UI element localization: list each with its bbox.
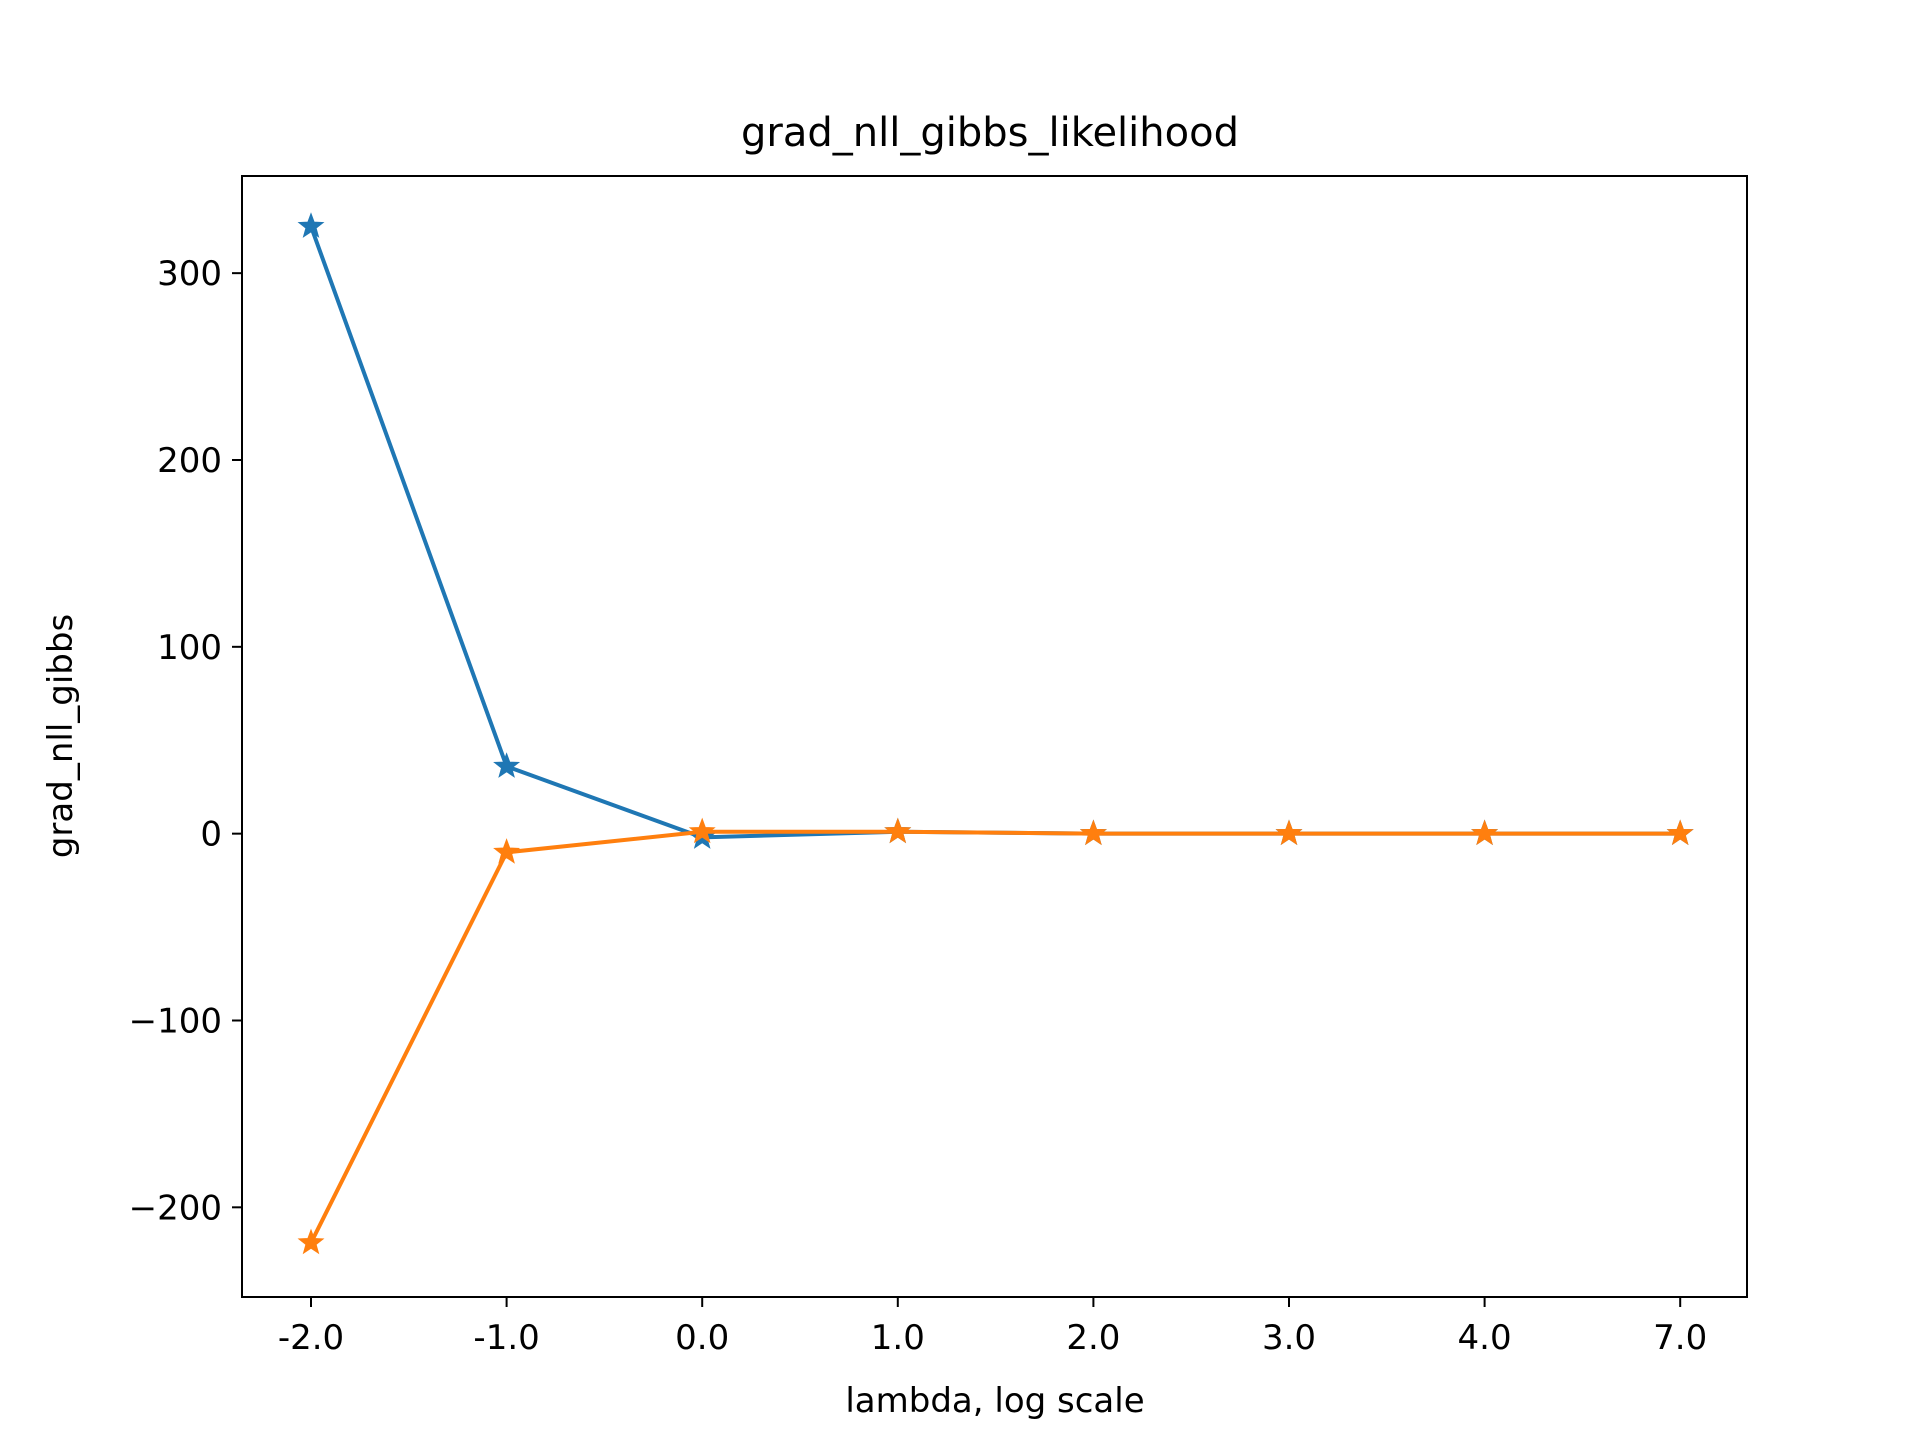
data-point-star-marker	[493, 752, 521, 778]
x-tick-label: 3.0	[1262, 1318, 1316, 1358]
data-point-star-marker	[688, 817, 716, 844]
data-point-star-marker	[1471, 819, 1499, 846]
y-tick-label: −200	[129, 1188, 222, 1228]
x-axis-label: lambda, log scale	[845, 1381, 1144, 1421]
x-tick-label: 2.0	[1066, 1318, 1120, 1358]
y-axis: −200 −100 0 100 200 300	[129, 254, 242, 1228]
series-1	[297, 212, 1694, 849]
data-point-star-marker	[1666, 819, 1694, 846]
data-point-star-marker	[297, 1228, 325, 1255]
x-tick-label: 0.0	[675, 1318, 729, 1358]
x-tick-label: 7.0	[1653, 1318, 1707, 1358]
series-layer	[297, 212, 1694, 1255]
x-tick-label: -2.0	[278, 1318, 344, 1358]
plot-area-frame	[241, 175, 1748, 1298]
data-point-star-marker	[1079, 819, 1107, 846]
series-2	[297, 817, 1694, 1255]
y-tick-label: 100	[157, 628, 222, 668]
data-point-star-marker	[493, 838, 521, 864]
data-point-star-marker	[1275, 819, 1303, 846]
data-point-star-marker	[297, 212, 325, 238]
x-tick-label: 1.0	[871, 1318, 925, 1358]
x-tick-label: -1.0	[473, 1318, 539, 1358]
y-axis-label: grad_nll_gibbs	[41, 614, 81, 858]
x-tick-label: 4.0	[1458, 1318, 1512, 1358]
x-axis: -2.0 -1.0 0.0 1.0 2.0 3.0 4.0 7.0	[278, 1297, 1707, 1358]
series-line	[309, 225, 1681, 840]
y-tick-label: 200	[157, 441, 222, 481]
chart-title: grad_nll_gibbs_likelihood	[741, 110, 1239, 156]
y-tick-label: 0	[200, 815, 222, 855]
y-tick-label: 300	[157, 254, 222, 294]
series-line	[309, 829, 1681, 1244]
data-point-star-marker	[884, 817, 912, 844]
y-tick-label: −100	[129, 1001, 222, 1041]
